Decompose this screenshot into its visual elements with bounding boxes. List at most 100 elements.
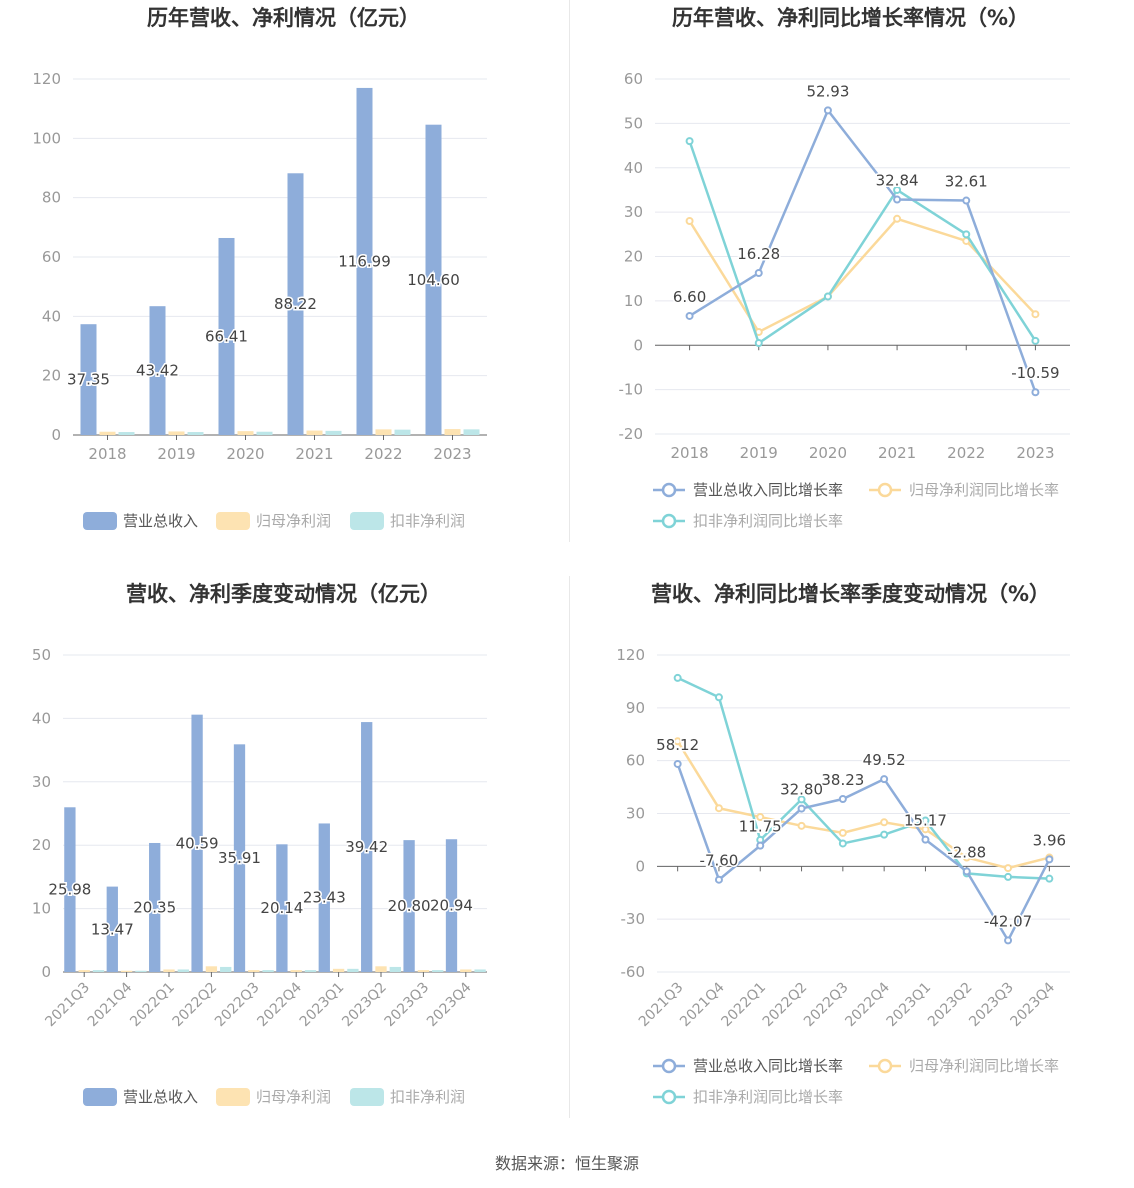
data-label: 38.23 [821, 771, 864, 789]
annual-revenue-profit-chart: 历年营收、净利情况（亿元） 0 20 40 60 80 100 120 2018 2019 202… [0, 0, 567, 575]
x-tick-label: 2022Q2 [760, 980, 811, 1031]
data-point [797, 795, 806, 804]
data-point [823, 292, 832, 301]
vertical-divider-top [569, 0, 570, 542]
data-point [685, 217, 694, 225]
x-tick-label: 2023Q3 [966, 980, 1017, 1031]
data-label: 20.94 [430, 897, 473, 915]
y-tick-label: 0 [633, 336, 643, 354]
data-label: -42.07 [984, 912, 1032, 930]
y-tick-label: 40 [42, 307, 61, 325]
x-tick-label: 2021Q4 [677, 979, 728, 1030]
data-point [754, 269, 763, 278]
x-tick-label: 2020 [809, 444, 847, 462]
legend-swatch-icon [216, 1088, 250, 1106]
annual-growth-chart-svg: -20 -10 0 10 20 30 40 50 60 2018 2019 2020 2021 2022 2… [619, 70, 1070, 530]
data-point [823, 106, 832, 115]
bar [163, 969, 175, 972]
y-tick-label: 40 [624, 159, 643, 177]
bar [361, 722, 373, 972]
y-tick-label: 90 [626, 699, 645, 717]
bar [187, 432, 204, 435]
data-label: 23.43 [303, 889, 346, 907]
x-tick-label: 2021Q3 [42, 980, 93, 1031]
chart-title: 营收、净利同比增长率季度变动情况（%） [650, 582, 1051, 606]
y-tick-label: 50 [32, 646, 51, 664]
x-tick-label: 2023 [433, 445, 471, 463]
data-point [1045, 855, 1054, 864]
data-point [838, 828, 847, 837]
quarter-growth-chart-svg: -60 -30 0 30 60 90 120 2021Q32021Q42022Q12022Q2… [616, 646, 1070, 1106]
bar [233, 744, 246, 972]
x-tick-label: 2021 [878, 444, 916, 462]
data-point [685, 137, 694, 146]
data-label: 88.22 [274, 295, 317, 313]
legend-swatch-icon [350, 1088, 384, 1106]
bar [99, 431, 116, 435]
series-line [688, 140, 1037, 345]
legend-marker-icon [661, 1089, 677, 1105]
data-label: 25.98 [48, 881, 91, 899]
x-tick-label: 2023Q4 [424, 979, 475, 1030]
data-point [714, 693, 723, 702]
data-point [1004, 936, 1013, 945]
data-point [756, 841, 765, 850]
legend-marker-icon [661, 1058, 677, 1074]
x-tick-label: 2021Q3 [636, 980, 687, 1031]
bar [80, 324, 97, 435]
x-tick-label: 2022Q2 [170, 980, 221, 1031]
y-tick-label: 120 [32, 70, 61, 88]
data-point [673, 673, 682, 682]
legend-swatch-icon [83, 512, 117, 530]
y-tick-label: 120 [616, 646, 645, 664]
bar [106, 886, 118, 972]
x-tick-label: 2019 [740, 444, 778, 462]
y-tick-label: 50 [624, 114, 643, 132]
bar [118, 432, 135, 435]
data-point [838, 795, 847, 804]
x-tick-label: 2022Q3 [212, 980, 263, 1031]
bar [78, 970, 90, 972]
data-point [714, 804, 723, 813]
legend-label: 营业总收入 [123, 512, 198, 530]
data-point [1004, 864, 1013, 873]
bar [306, 430, 323, 435]
x-tick-label: 2022Q1 [127, 980, 178, 1031]
quarterly-revenue-profit-chart: 营收、净利季度变动情况（亿元） 0 10 20 30 40 50 2021Q3 2021Q4 2… [0, 576, 567, 1151]
data-label: 20.14 [260, 899, 303, 917]
legend-marker-icon [661, 482, 677, 498]
data-point [1031, 336, 1040, 345]
data-label: -7.60 [700, 852, 739, 870]
chart-title: 历年营收、净利情况（亿元） [147, 6, 420, 30]
x-tick-label: 2022 [364, 445, 402, 463]
y-tick-label: -30 [621, 910, 646, 928]
data-label: 43.42 [136, 362, 179, 380]
bar [375, 429, 392, 435]
bar [168, 431, 185, 435]
data-point [893, 214, 902, 223]
chart-title: 营收、净利季度变动情况（亿元） [126, 582, 441, 606]
bar [120, 970, 133, 972]
y-tick-label: 20 [624, 248, 643, 266]
bar [287, 173, 304, 435]
data-point [921, 816, 930, 825]
bar [325, 430, 342, 435]
bar [474, 969, 486, 972]
bar [432, 970, 444, 972]
data-point [893, 195, 902, 204]
bar [332, 968, 345, 972]
y-tick-label: 60 [42, 248, 61, 266]
data-label: 32.80 [780, 781, 823, 799]
x-tick-label: 2023Q2 [339, 980, 390, 1031]
data-point [838, 839, 847, 848]
data-label: 35.91 [218, 849, 261, 867]
y-tick-label: -10 [619, 381, 644, 399]
y-tick-label: 30 [624, 203, 643, 221]
legend-swatch-icon [216, 512, 250, 530]
data-point [673, 737, 682, 746]
data-label: 66.41 [205, 327, 248, 345]
data-point [893, 185, 902, 194]
legend-label: 营业总收入 [123, 1088, 198, 1106]
y-tick-label: 100 [32, 129, 61, 147]
data-label: 3.96 [1033, 831, 1066, 849]
